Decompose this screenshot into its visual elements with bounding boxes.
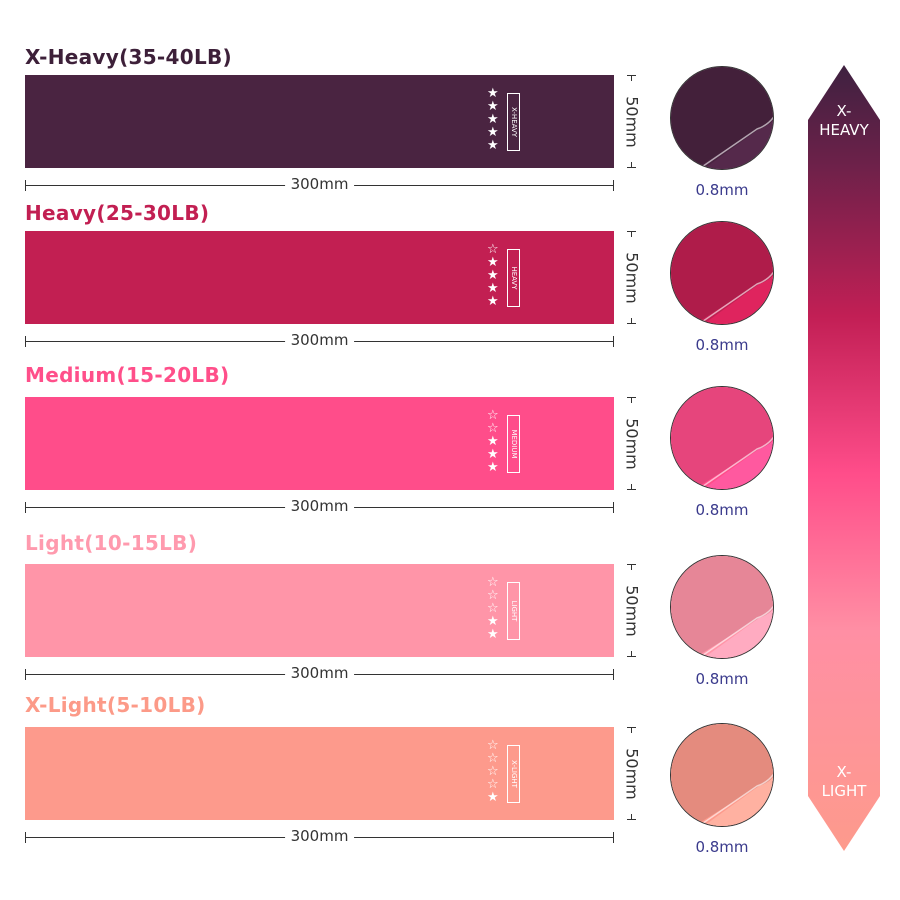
star-icon: ☆ — [487, 575, 499, 590]
band-title: X-Heavy(35-40LB) — [25, 45, 232, 69]
star-icon: ☆ — [487, 588, 499, 603]
thickness-closeup — [670, 386, 774, 490]
band-label: LIGHT — [509, 600, 518, 622]
star-icon: ☆ — [487, 421, 499, 436]
star-icon: ★ — [487, 255, 499, 270]
width-dimension: 50mm — [622, 564, 642, 657]
scale-bottom-label: X- LIGHT — [821, 763, 867, 800]
star-icon: ★ — [487, 434, 499, 449]
star-icon: ★ — [487, 294, 499, 309]
width-dimension: 50mm — [622, 397, 642, 490]
star-icon: ★ — [487, 268, 499, 283]
star-rating: ☆ ☆ ★ ★ ★ — [487, 409, 501, 474]
band-title: Heavy(25-30LB) — [25, 201, 210, 225]
thickness-closeup — [670, 555, 774, 659]
star-rating: ★ ★ ★ ★ ★ — [487, 87, 501, 152]
width-dimension: 50mm — [622, 231, 642, 324]
resistance-band: ☆ ☆ ☆ ★ ★ LIGHT — [25, 564, 614, 657]
star-icon: ☆ — [487, 764, 499, 779]
scale-top-label: X- HEAVY — [819, 102, 869, 139]
band-tag: ★ ★ ★ ★ ★ X-HEAVY — [487, 87, 527, 157]
band-title: X-Light(5-10LB) — [25, 693, 206, 717]
band-tag: ☆ ☆ ☆ ☆ ★ X-LIGHT — [487, 739, 527, 809]
star-icon: ★ — [487, 447, 499, 462]
width-label: 50mm — [622, 584, 642, 637]
band-edge-illustration — [671, 556, 773, 658]
band-edge-illustration — [671, 222, 773, 324]
length-label: 300mm — [284, 497, 355, 515]
star-icon: ★ — [487, 790, 499, 805]
thickness-closeup — [670, 723, 774, 827]
star-icon: ★ — [487, 627, 499, 642]
width-dimension: 50mm — [622, 75, 642, 168]
band-title: Light(10-15LB) — [25, 531, 198, 555]
band-label-box: X-HEAVY — [507, 93, 520, 151]
band-label-box: HEAVY — [507, 249, 520, 307]
resistance-band: ☆ ☆ ☆ ☆ ★ X-LIGHT — [25, 727, 614, 820]
band-label: X-LIGHT — [509, 760, 518, 788]
band-label-box: X-LIGHT — [507, 745, 520, 803]
star-rating: ☆ ☆ ☆ ☆ ★ — [487, 739, 501, 804]
thickness-label: 0.8mm — [695, 336, 749, 354]
thickness-closeup — [670, 221, 774, 325]
length-dimension: 300mm — [25, 497, 614, 515]
star-icon: ★ — [487, 138, 499, 153]
band-edge-illustration — [671, 724, 773, 826]
resistance-scale-arrow: X- HEAVY X- LIGHT — [808, 65, 880, 851]
star-icon: ★ — [487, 99, 499, 114]
resistance-band: ☆ ★ ★ ★ ★ HEAVY — [25, 231, 614, 324]
star-rating: ☆ ☆ ☆ ★ ★ — [487, 576, 501, 641]
width-label: 50mm — [622, 417, 642, 470]
band-tag: ☆ ☆ ☆ ★ ★ LIGHT — [487, 576, 527, 646]
star-icon: ★ — [487, 86, 499, 101]
length-label: 300mm — [284, 175, 355, 193]
band-tag: ☆ ☆ ★ ★ ★ MEDIUM — [487, 409, 527, 479]
length-dimension: 300mm — [25, 827, 614, 845]
band-label-box: MEDIUM — [507, 415, 520, 473]
star-icon: ★ — [487, 112, 499, 127]
length-label: 300mm — [284, 331, 355, 349]
star-rating: ☆ ★ ★ ★ ★ — [487, 243, 501, 308]
star-icon: ☆ — [487, 242, 499, 257]
thickness-closeup — [670, 66, 774, 170]
thickness-label: 0.8mm — [695, 181, 749, 199]
star-icon: ☆ — [487, 601, 499, 616]
width-label: 50mm — [622, 95, 642, 148]
star-icon: ☆ — [487, 408, 499, 423]
length-dimension: 300mm — [25, 664, 614, 682]
band-label-box: LIGHT — [507, 582, 520, 640]
star-icon: ★ — [487, 125, 499, 140]
width-label: 50mm — [622, 747, 642, 800]
band-title: Medium(15-20LB) — [25, 363, 230, 387]
star-icon: ☆ — [487, 738, 499, 753]
band-label: HEAVY — [509, 266, 518, 290]
width-label: 50mm — [622, 251, 642, 304]
thickness-label: 0.8mm — [695, 670, 749, 688]
star-icon: ★ — [487, 281, 499, 296]
star-icon: ★ — [487, 460, 499, 475]
band-tag: ☆ ★ ★ ★ ★ HEAVY — [487, 243, 527, 313]
thickness-label: 0.8mm — [695, 501, 749, 519]
band-edge-illustration — [671, 67, 773, 169]
width-dimension: 50mm — [622, 727, 642, 820]
length-dimension: 300mm — [25, 331, 614, 349]
band-label: X-HEAVY — [509, 106, 518, 138]
thickness-label: 0.8mm — [695, 838, 749, 856]
star-icon: ☆ — [487, 777, 499, 792]
length-label: 300mm — [284, 664, 355, 682]
resistance-band: ☆ ☆ ★ ★ ★ MEDIUM — [25, 397, 614, 490]
star-icon: ☆ — [487, 751, 499, 766]
band-edge-illustration — [671, 387, 773, 489]
band-label: MEDIUM — [509, 429, 518, 459]
resistance-band: ★ ★ ★ ★ ★ X-HEAVY — [25, 75, 614, 168]
length-label: 300mm — [284, 827, 355, 845]
length-dimension: 300mm — [25, 175, 614, 193]
star-icon: ★ — [487, 614, 499, 629]
